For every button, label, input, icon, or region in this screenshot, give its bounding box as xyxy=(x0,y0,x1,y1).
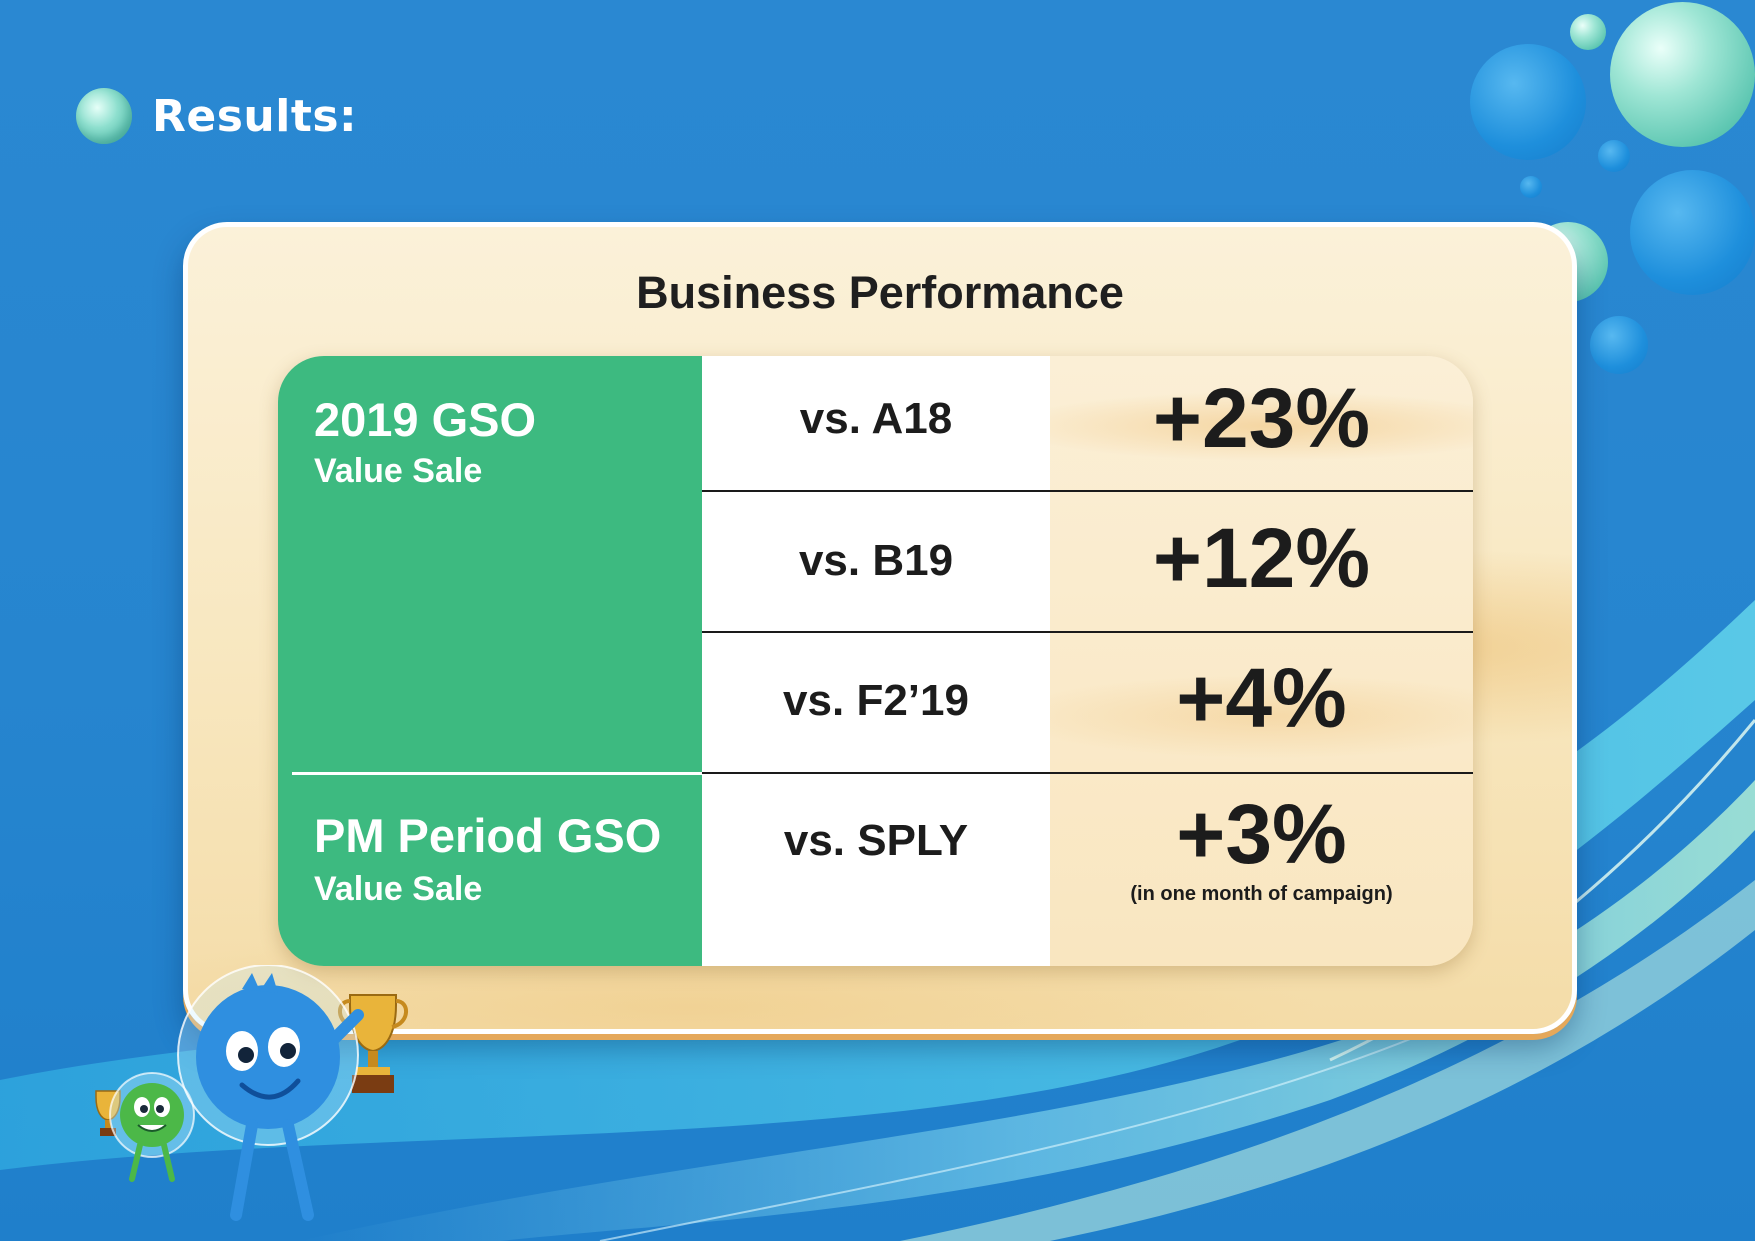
bubble-decoration xyxy=(1570,14,1606,50)
performance-table: 2019 GSO Value Sale PM Period GSO Value … xyxy=(278,356,1473,966)
bubble-decoration xyxy=(1630,170,1755,295)
results-heading-label: Results: xyxy=(152,90,358,142)
results-heading: Results: xyxy=(76,86,357,146)
campaign-note: (in one month of campaign) xyxy=(1130,883,1393,905)
growth-value: +12% xyxy=(1152,511,1371,605)
trophy-icon xyxy=(338,994,408,1093)
mascot-illustration xyxy=(95,965,408,1221)
bubble-icon xyxy=(76,88,132,144)
group-subtitle: Value Sale xyxy=(314,870,483,908)
business-performance-board: Business Performance 2019 GSO Value Sale… xyxy=(183,222,1577,1034)
green-mascot xyxy=(109,1072,195,1182)
comparison-label: vs. A18 xyxy=(799,394,953,443)
comparison-column xyxy=(702,356,1050,966)
row-divider xyxy=(702,772,1473,774)
comparison-label: vs. F2’19 xyxy=(783,676,969,725)
comparison-label: vs. B19 xyxy=(798,536,954,585)
comparison-label: vs. SPLY xyxy=(783,816,969,865)
bubble-decoration xyxy=(1470,44,1586,160)
group-title: PM Period GSO xyxy=(314,809,662,862)
value-column xyxy=(1050,356,1473,966)
group-title: 2019 GSO xyxy=(314,393,537,446)
row-divider xyxy=(702,631,1473,633)
growth-value: +4% xyxy=(1176,651,1347,745)
group-divider xyxy=(292,772,702,775)
row-divider xyxy=(702,490,1473,492)
bubble-decoration xyxy=(1590,316,1648,374)
bubble-decoration xyxy=(1610,2,1755,147)
blue-mascot xyxy=(177,965,364,1221)
growth-value: +23% xyxy=(1152,371,1371,465)
group-column xyxy=(278,356,702,966)
group-subtitle: Value Sale xyxy=(314,452,483,490)
bubble-decoration xyxy=(1598,140,1630,172)
board-title: Business Performance xyxy=(636,267,1124,318)
growth-value: +3% xyxy=(1176,787,1347,881)
bubble-decoration xyxy=(1520,176,1542,198)
